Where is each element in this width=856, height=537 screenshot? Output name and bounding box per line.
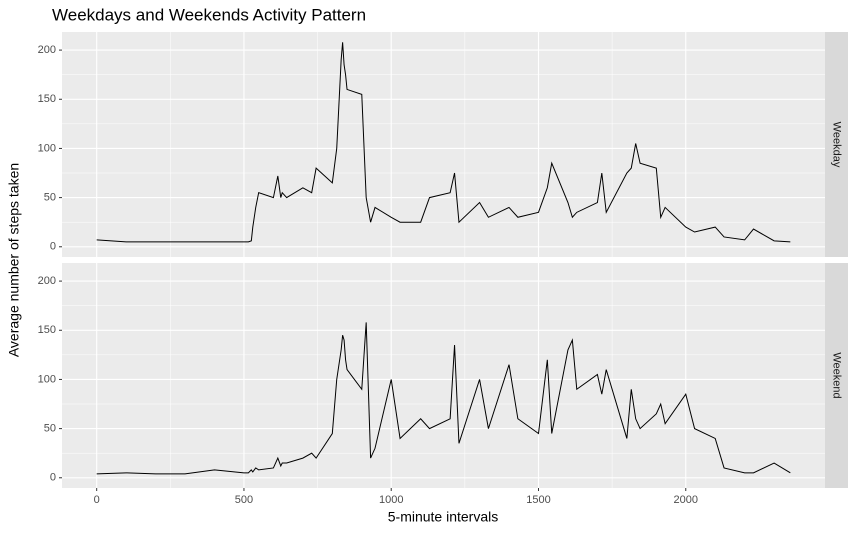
x-tick-label: 0 xyxy=(94,494,100,506)
y-tick-label: 100 xyxy=(38,373,56,385)
facet-label: Weekend xyxy=(831,352,843,398)
y-axis-label: Average number of steps taken xyxy=(6,163,22,357)
facet-strip xyxy=(825,32,848,257)
x-tick-label: 500 xyxy=(235,494,253,506)
y-tick-label: 150 xyxy=(38,93,56,105)
chart-title: Weekdays and Weekends Activity Pattern xyxy=(52,5,366,24)
y-tick-label: 0 xyxy=(50,472,56,484)
y-tick-label: 50 xyxy=(44,423,56,435)
facet-strip xyxy=(825,263,848,488)
series-line xyxy=(96,322,791,475)
y-tick-label: 0 xyxy=(50,241,56,253)
panel-background xyxy=(62,263,825,488)
x-axis-label: 5-minute intervals xyxy=(388,509,499,525)
y-tick-label: 100 xyxy=(38,142,56,154)
panel-background xyxy=(62,32,825,257)
y-tick-label: 50 xyxy=(44,192,56,204)
facet-label: Weekday xyxy=(831,122,843,168)
y-tick-label: 150 xyxy=(38,324,56,336)
series-line xyxy=(96,42,791,243)
y-tick-label: 200 xyxy=(38,44,56,56)
x-tick-label: 1500 xyxy=(526,494,550,506)
y-tick-label: 200 xyxy=(38,275,56,287)
x-tick-label: 2000 xyxy=(674,494,698,506)
x-tick-label: 1000 xyxy=(379,494,403,506)
